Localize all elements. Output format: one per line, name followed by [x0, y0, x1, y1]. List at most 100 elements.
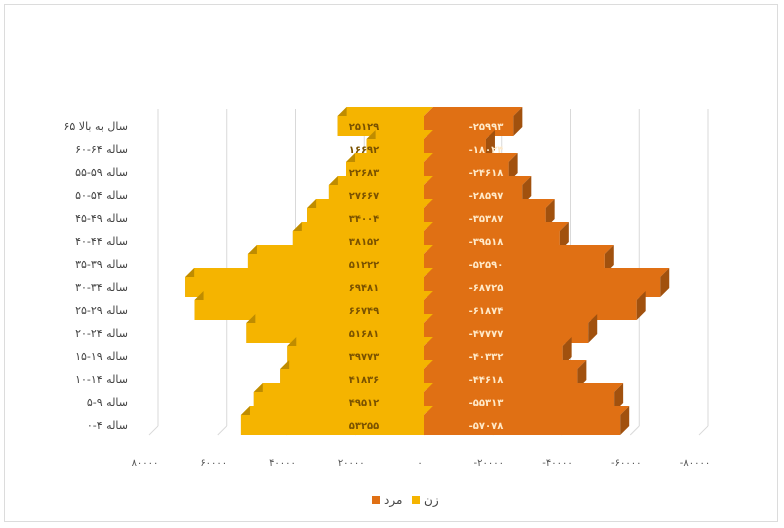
bar-male-side: [660, 268, 670, 297]
category-label: ۱۰-۱۴ ساله: [75, 373, 128, 386]
bar-male-top: [424, 314, 598, 323]
bar-male-side: [577, 360, 587, 389]
bar-female-top: [337, 107, 433, 116]
bar-female: [240, 415, 424, 435]
data-label-male: -۳۹۵۱۸: [469, 237, 504, 248]
category-label: ۶۰-۶۴ ساله: [75, 143, 128, 156]
data-label-male: -۵۲۵۹۰: [469, 260, 504, 271]
bar-male-top: [424, 383, 624, 392]
bar-male-top: [424, 291, 646, 300]
bar-male-side: [614, 383, 624, 412]
x-tick-label: ۴۰۰۰۰: [269, 458, 296, 469]
bar-male-side: [522, 176, 532, 205]
bar-male-side: [588, 314, 598, 343]
data-label-male: -۲۸۵۹۷: [469, 191, 504, 202]
data-label-female: ۵۱۲۲۲: [349, 260, 380, 271]
data-label-female: ۵۳۲۵۵: [349, 421, 380, 432]
bar-male-top: [424, 337, 572, 346]
x-tick-label: -۸۰۰۰۰: [680, 458, 710, 469]
data-label-male: -۶۸۷۲۵: [469, 283, 504, 294]
bar-female-top: [247, 245, 433, 254]
x-tick-label: ۶۰۰۰۰: [200, 458, 227, 469]
data-label-female: ۶۹۴۸۱: [349, 283, 380, 294]
x-tick-label: -۶۰۰۰۰: [611, 458, 641, 469]
data-label-female: ۲۲۶۸۳: [349, 168, 380, 179]
category-label: ۱۵-۱۹ ساله: [75, 350, 128, 363]
bar-male-side: [604, 245, 614, 274]
bar-female-top: [253, 383, 433, 392]
data-label-male: -۲۵۹۹۳: [469, 122, 504, 133]
data-label-male: -۲۴۶۱۸: [469, 168, 504, 179]
legend-label-male: مرد: [384, 493, 402, 508]
bar-male-side: [508, 153, 518, 182]
bar-male-top: [424, 245, 614, 254]
bar-female-top: [287, 337, 433, 346]
bar-female-top: [292, 222, 433, 231]
bar-male-side: [620, 406, 630, 435]
x-tick-label: -۴۰۰۰۰: [542, 458, 572, 469]
bar-male-top: [424, 153, 518, 162]
bar-male-side: [559, 222, 569, 251]
bar-male-side: [562, 337, 572, 366]
bar-female-top: [280, 360, 433, 369]
data-label-male: -۵۷۰۷۸: [469, 421, 504, 432]
bar-male-top: [424, 406, 630, 415]
bar-male: [424, 415, 621, 435]
data-label-male: -۱۸۰۲۴: [469, 145, 504, 156]
data-label-male: -۵۵۳۱۳: [469, 398, 504, 409]
bar-female-top: [185, 268, 433, 277]
category-label: ۵۰-۵۴ ساله: [75, 189, 128, 202]
bar-male-top: [424, 130, 495, 139]
bar-male-top: [424, 222, 569, 231]
category-label: ۰-۴ ساله: [87, 419, 128, 432]
bar-female-top: [307, 199, 433, 208]
bar-male-side: [513, 107, 523, 136]
gridline-floor: [217, 425, 228, 436]
category-label: ۴۰-۴۴ ساله: [75, 235, 128, 248]
data-label-female: ۵۱۶۸۱: [349, 329, 380, 340]
x-tick-label: ۲۰۰۰۰: [338, 458, 365, 469]
category-label: ۵۵-۵۹ ساله: [75, 166, 128, 179]
data-label-male: -۶۱۸۷۴: [469, 306, 504, 317]
bar-female-top: [366, 130, 433, 139]
bar-female-top: [194, 291, 433, 300]
category-label: ۲۵-۲۹ ساله: [75, 304, 128, 317]
gridline-floor: [629, 425, 640, 436]
data-label-female: ۳۴۰۰۴: [349, 214, 380, 225]
data-label-male: -۴۰۳۳۲: [469, 352, 504, 363]
gridline-floor: [698, 425, 709, 436]
legend-swatch-male: [372, 496, 380, 504]
data-label-female: ۳۸۱۵۲: [349, 237, 380, 248]
data-label-female: ۴۱۸۳۶: [349, 375, 380, 386]
bar-male-side: [636, 291, 646, 320]
bar-female-top: [346, 153, 433, 162]
bar-male-top: [424, 360, 587, 369]
category-label: ۵-۹ ساله: [87, 396, 128, 409]
bar-male-top: [424, 107, 523, 116]
gridline-floor: [148, 425, 159, 436]
data-label-male: -۴۴۶۱۸: [469, 375, 504, 386]
x-tick-label: -۲۰۰۰۰: [474, 458, 504, 469]
x-tick-label: ۰: [417, 458, 422, 469]
bar-male-side: [545, 199, 555, 228]
category-label: ۳۵-۳۹ ساله: [75, 258, 128, 271]
category-label: ۶۵ سال به بالا: [63, 120, 128, 133]
x-tick-label: ۸۰۰۰۰: [132, 458, 159, 469]
bar-male-top: [424, 199, 555, 208]
data-label-female: ۴۹۵۱۲: [349, 398, 380, 409]
legend-swatch-female: [412, 496, 420, 504]
data-label-male: -۳۵۳۸۷: [469, 214, 504, 225]
data-label-female: ۱۶۶۹۲: [349, 145, 380, 156]
bar-female-top: [240, 406, 433, 415]
data-label-female: ۲۷۶۶۷: [349, 191, 380, 202]
data-label-female: ۶۶۷۴۹: [349, 306, 380, 317]
bar-male-top: [424, 268, 670, 277]
category-label: ۳۰-۳۴ ساله: [75, 281, 128, 294]
bar-male-side: [485, 130, 495, 159]
data-label-female: ۳۹۷۷۳: [349, 352, 380, 363]
data-label-female: ۲۵۱۲۹: [349, 122, 380, 133]
category-label: ۴۵-۴۹ ساله: [75, 212, 128, 225]
data-label-male: -۴۷۷۷۷: [469, 329, 504, 340]
bar-female-top: [328, 176, 433, 185]
